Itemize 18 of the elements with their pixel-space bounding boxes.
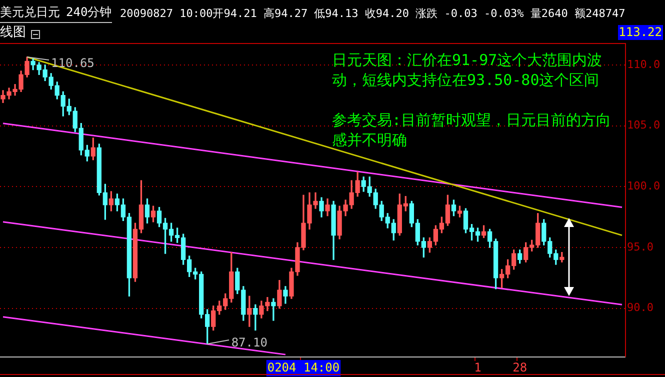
text: 线图: [0, 25, 26, 40]
y-tick-label: 95.0: [627, 240, 654, 254]
annotation: 参考交易:目前暂时观望，日元目前的方向感并不明确: [332, 110, 612, 150]
y-tick-label: 110.0: [627, 58, 660, 71]
text: 113.22: [618, 25, 663, 40]
x-tick-label: 0204 14:00: [267, 360, 340, 374]
y-tick-label: 105.0: [627, 118, 660, 132]
x-tick-label: 28: [512, 360, 528, 374]
text: 20090827 10:00开94.21 高94.27 低94.13 收94.20 涨跌 -0.03 -0.03% 量2640 额248747: [120, 6, 626, 21]
annotation: 87.10: [231, 336, 268, 350]
annotation: 日元天图：汇价在91-97这个大范围内波动，短线内支持位在93.50-80这个区间: [332, 50, 604, 90]
y-tick-label: 100.0: [627, 179, 660, 192]
x-tick-label: 1: [474, 360, 482, 374]
chart-subtitle: 240分钟: [66, 5, 112, 20]
candlestick: [271, 298, 276, 321]
chart-title: 美元兑日元: [0, 5, 60, 20]
annotation: 110.65: [51, 56, 94, 70]
y-tick-label: 90.0: [627, 301, 654, 314]
